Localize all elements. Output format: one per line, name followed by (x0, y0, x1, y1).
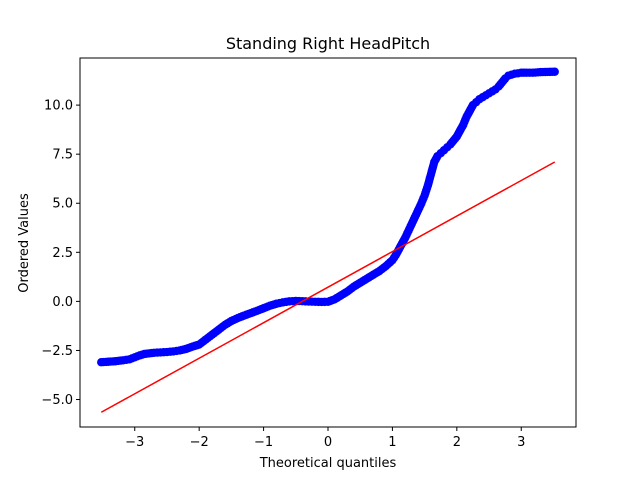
axes-frame (79, 57, 577, 428)
y-tick-label: −2.5 (41, 344, 73, 359)
x-tick-label: 3 (517, 435, 525, 450)
data-points (97, 67, 559, 367)
x-tick-label: 1 (388, 435, 396, 450)
x-tick-label: −1 (254, 435, 273, 450)
fit-line (100, 161, 556, 413)
x-tick-label: −3 (125, 435, 144, 450)
y-axis-label: Ordered Values (17, 193, 32, 293)
x-tick-label: −2 (190, 435, 209, 450)
y-tick-label: 7.5 (52, 148, 73, 163)
quantile-point (550, 67, 559, 76)
y-tick-label: 10.0 (44, 99, 73, 114)
chart-title: Standing Right HeadPitch (226, 34, 430, 53)
x-axis-label: Theoretical quantiles (259, 456, 397, 471)
y-axis-ticks: −5.0 −2.5 0.0 2.5 5.0 7.5 10.0 (41, 99, 80, 408)
x-tick-label: 0 (324, 435, 332, 450)
y-tick-label: −5.0 (41, 393, 73, 408)
y-tick-label: 2.5 (52, 246, 73, 261)
x-tick-label: 2 (453, 435, 461, 450)
x-axis-ticks: −3 −2 −1 0 1 2 3 (125, 427, 525, 450)
y-tick-label: 5.0 (52, 197, 73, 212)
y-tick-label: 0.0 (52, 295, 73, 310)
